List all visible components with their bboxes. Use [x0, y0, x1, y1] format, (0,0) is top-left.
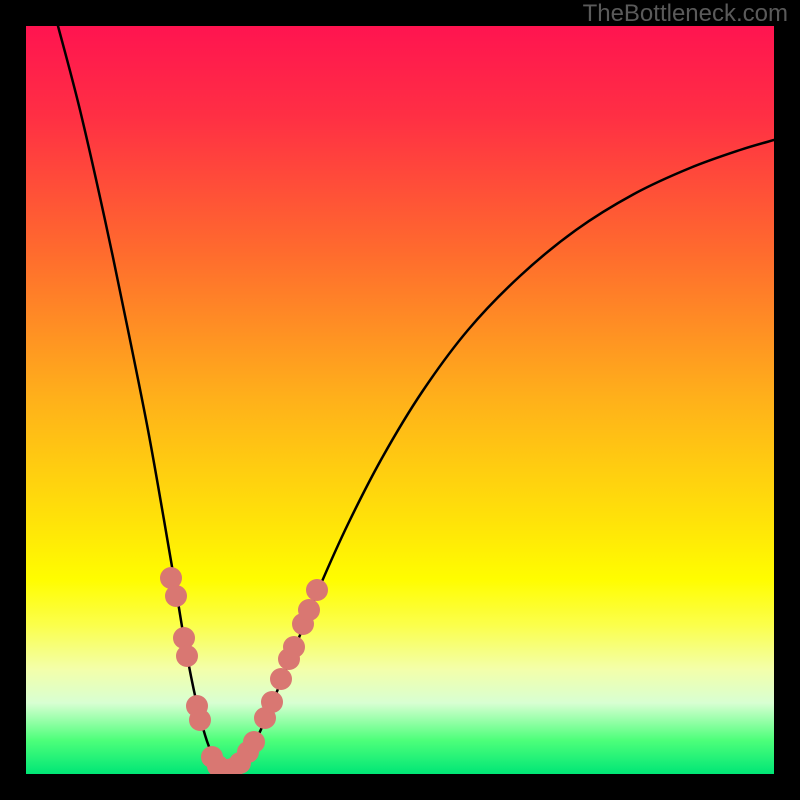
curve-marker [298, 599, 320, 621]
curve-marker [270, 668, 292, 690]
bottleneck-curve-chart [0, 0, 800, 800]
curve-marker [189, 709, 211, 731]
curve-marker [243, 731, 265, 753]
curve-marker [165, 585, 187, 607]
curve-marker [283, 636, 305, 658]
curve-marker [306, 579, 328, 601]
curve-marker [261, 691, 283, 713]
gradient-background [26, 26, 774, 774]
curve-marker [176, 645, 198, 667]
chart-frame: TheBottleneck.com [0, 0, 800, 800]
